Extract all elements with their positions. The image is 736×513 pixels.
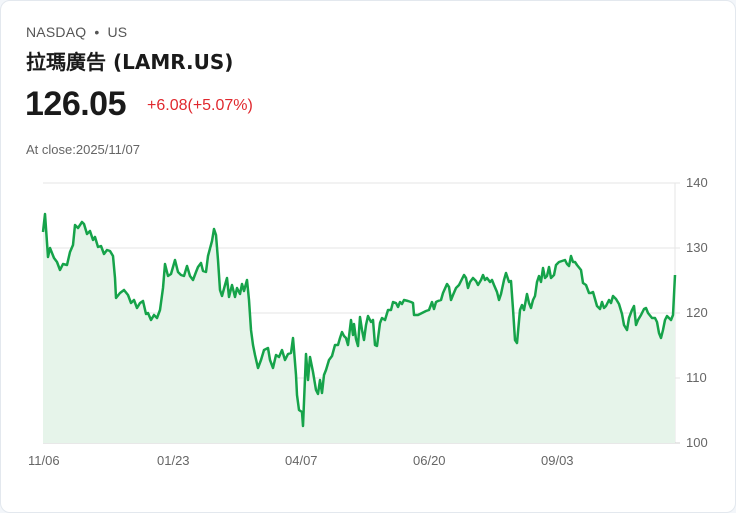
exchange-name: NASDAQ: [26, 24, 87, 40]
y-tick-130: 130: [686, 240, 708, 255]
x-tick-4: 06/20: [413, 453, 446, 468]
y-tick-100: 100: [686, 435, 708, 450]
y-tick-120: 120: [686, 305, 708, 320]
x-tick-5: 09/03: [541, 453, 574, 468]
y-tick-110: 110: [686, 370, 707, 385]
exchange-label: NASDAQ • US: [26, 24, 127, 40]
x-axis-labels: 11/06 01/23 04/07 06/20 09/03: [28, 453, 574, 468]
x-tick-3: 04/07: [285, 453, 318, 468]
x-tick-2: 01/23: [157, 453, 190, 468]
x-tick-1: 11/06: [28, 453, 60, 468]
price-change: +6.08(+5.07%): [147, 97, 253, 114]
separator-dot: •: [94, 24, 100, 40]
price-line: [41, 212, 677, 428]
area-fill: [43, 214, 675, 443]
y-axis-labels: 140 130 120 110 100: [686, 175, 708, 450]
y-tick-140: 140: [686, 175, 708, 190]
stock-title: 拉瑪廣告 (LAMR.US): [26, 50, 234, 74]
region-label: US: [107, 24, 128, 40]
stock-price: 126.05: [25, 85, 127, 123]
close-timestamp: At close:2025/11/07: [26, 142, 140, 157]
